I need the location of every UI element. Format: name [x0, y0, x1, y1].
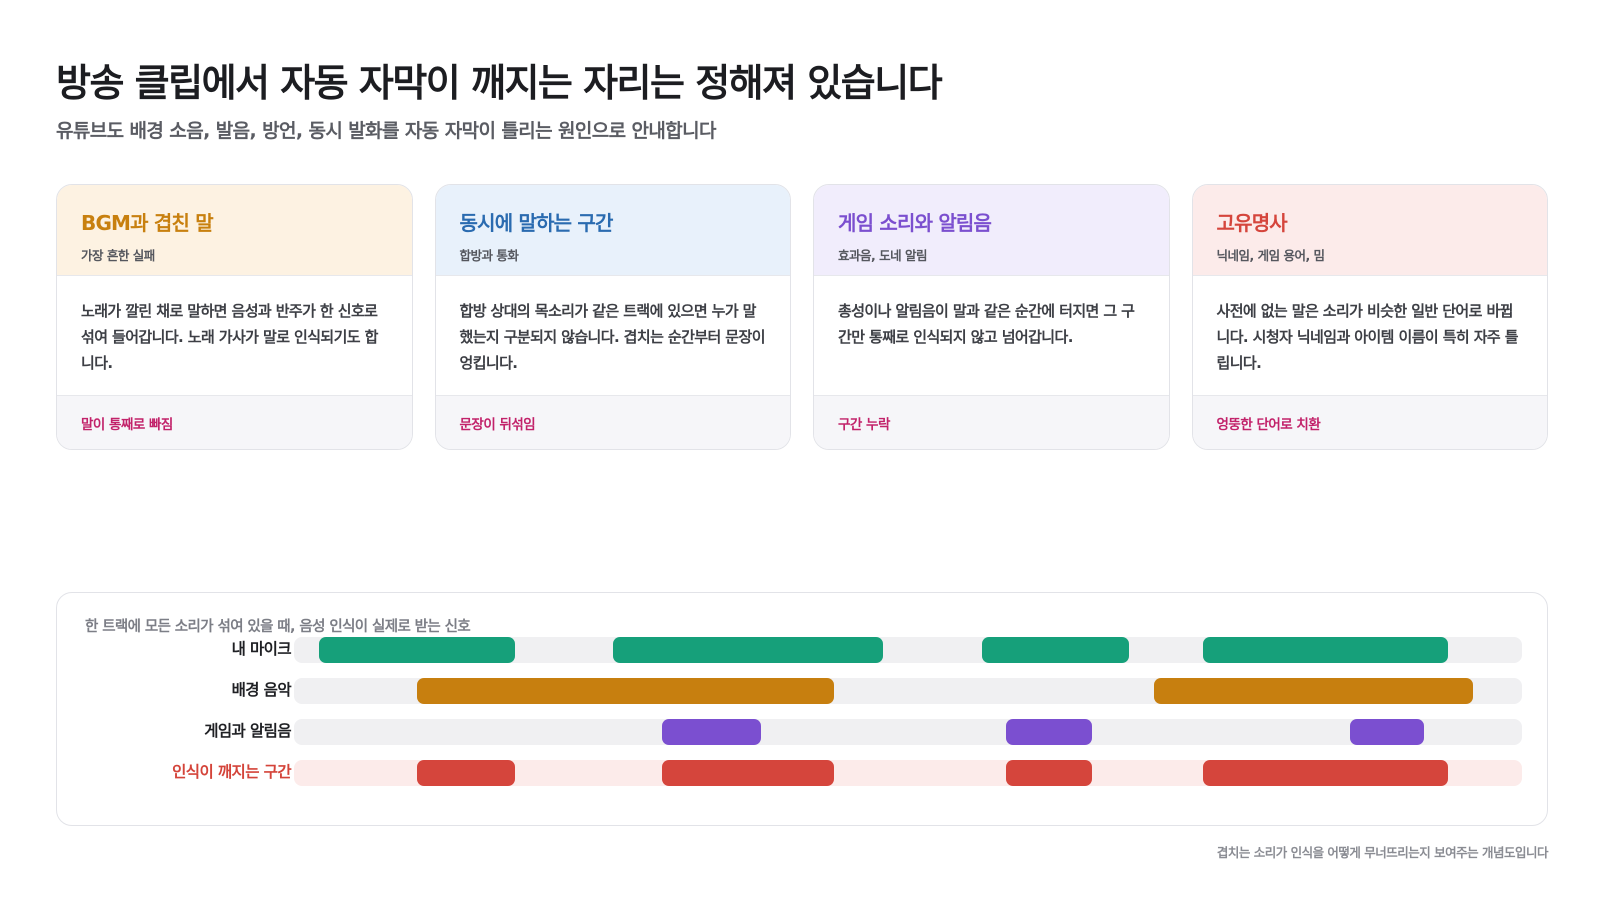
track-game — [294, 719, 1522, 745]
card-footer: 엉뚱한 단어로 치환 — [1192, 395, 1547, 449]
card-tag: 가장 흔한 실패 — [81, 248, 155, 263]
card-body: 노래가 깔린 채로 말하면 음성과 반주가 한 신호로 섞여 들어갑니다. 노래… — [81, 302, 378, 372]
signal-segment — [1006, 719, 1093, 745]
cause-card-game-sound: 게임 소리와 알림음 효과음, 도네 알림 총성이나 알림음이 말과 같은 순간… — [813, 184, 1170, 450]
signal-segment — [318, 637, 516, 663]
signal-segment — [1153, 678, 1473, 704]
card-header: 고유명사 닉네임, 게임 용어, 밈 — [1192, 185, 1547, 276]
track-label-game: 게임과 알림음 — [204, 722, 291, 740]
signal-segment — [662, 719, 761, 745]
card-body: 사전에 없는 말은 소리가 비슷한 일반 단어로 바뀝니다. 시청자 닉네임과 … — [1216, 302, 1519, 372]
card-title: BGM과 겹친 말 — [81, 211, 214, 235]
card-tag: 닉네임, 게임 용어, 밈 — [1216, 248, 1326, 263]
footnote: 겹치는 소리가 인식을 어떻게 무너뜨리는지 보여주는 개념도입니다 — [1216, 845, 1549, 860]
failure-segment — [1006, 760, 1093, 786]
card-footer: 구간 누락 — [814, 395, 1169, 449]
track-failure — [294, 760, 1522, 786]
card-footer: 문장이 뒤섞임 — [435, 395, 790, 449]
card-footer: 말이 통째로 빠짐 — [57, 395, 412, 449]
cause-cards: BGM과 겹친 말 가장 흔한 실패 노래가 깔린 채로 말하면 음성과 반주가… — [56, 184, 1548, 450]
card-body: 합방 상대의 목소리가 같은 트랙에 있으면 누가 말했는지 구분되지 않습니다… — [459, 302, 766, 372]
page-subtitle: 유튜브도 배경 소음, 발음, 방언, 동시 발화를 자동 자막이 틀리는 원인… — [56, 120, 717, 142]
track-bgm — [294, 678, 1522, 704]
card-body: 총성이나 알림음이 말과 같은 순간에 터지면 그 구간만 통째로 인식되지 않… — [838, 302, 1135, 346]
track-label-failure: 인식이 깨지는 구간 — [172, 763, 291, 781]
signal-segment — [613, 637, 884, 663]
cause-card-bgm: BGM과 겹친 말 가장 흔한 실패 노래가 깔린 채로 말하면 음성과 반주가… — [56, 184, 413, 450]
card-title: 게임 소리와 알림음 — [838, 211, 992, 235]
card-title: 동시에 말하는 구간 — [459, 211, 614, 235]
signal-segment — [1350, 719, 1424, 745]
failure-segment — [662, 760, 835, 786]
failure-segment — [1202, 760, 1449, 786]
signal-segment — [981, 637, 1130, 663]
track-mic — [294, 637, 1522, 663]
card-header: BGM과 겹친 말 가장 흔한 실패 — [57, 185, 412, 276]
failure-segment — [416, 760, 516, 786]
track-label-mic: 내 마이크 — [231, 640, 292, 658]
track-label-bgm: 배경 음악 — [231, 681, 292, 699]
card-title: 고유명사 — [1216, 211, 1288, 235]
card-tag: 효과음, 도네 알림 — [838, 248, 927, 263]
signal-timeline: 한 트랙에 모든 소리가 섞여 있을 때, 음성 인식이 실제로 받는 신호 내… — [56, 592, 1548, 826]
card-header: 동시에 말하는 구간 합방과 통화 — [435, 185, 790, 276]
card-tag: 합방과 통화 — [459, 248, 519, 263]
timeline-caption: 한 트랙에 모든 소리가 섞여 있을 때, 음성 인식이 실제로 받는 신호 — [85, 619, 471, 635]
page-title: 방송 클립에서 자동 자막이 깨지는 자리는 정해져 있습니다 — [56, 61, 943, 105]
signal-segment — [1202, 637, 1449, 663]
card-header: 게임 소리와 알림음 효과음, 도네 알림 — [814, 185, 1169, 276]
cause-card-proper-noun: 고유명사 닉네임, 게임 용어, 밈 사전에 없는 말은 소리가 비슷한 일반 … — [1191, 184, 1548, 450]
signal-segment — [416, 678, 835, 704]
cause-card-overlap: 동시에 말하는 구간 합방과 통화 합방 상대의 목소리가 같은 트랙에 있으면… — [434, 184, 791, 450]
